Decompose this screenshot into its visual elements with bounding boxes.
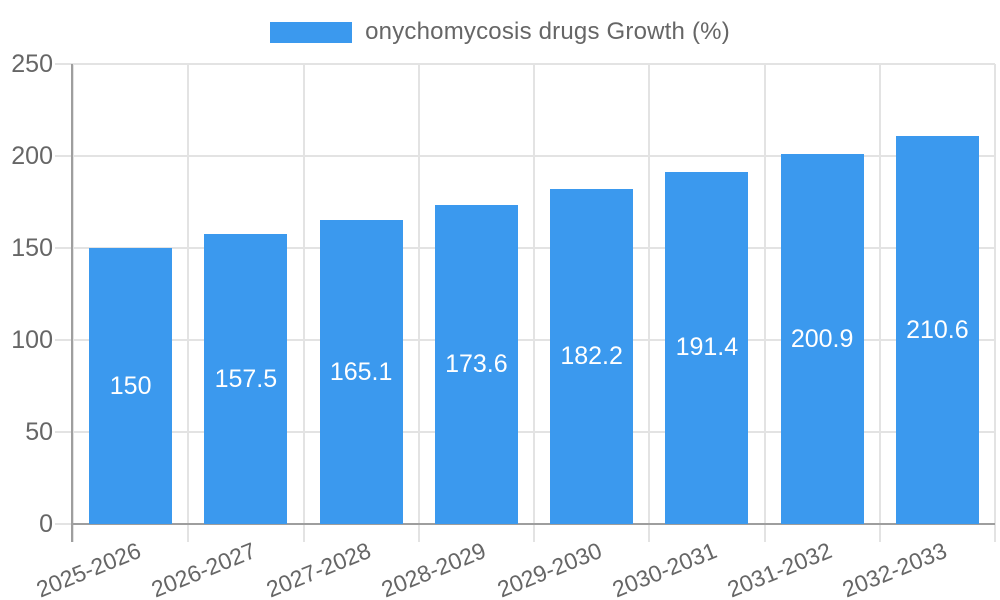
x-gridline — [302, 64, 305, 542]
bar-value-label: 165.1 — [329, 357, 393, 386]
x-gridline — [533, 64, 535, 542]
y-gridline — [55, 155, 995, 157]
x-gridline — [648, 64, 651, 542]
y-gridline — [55, 247, 995, 249]
bar-value-label: 157.5 — [214, 364, 278, 393]
bar[interactable]: 182.2 — [550, 188, 634, 524]
x-axis-tick-label: 2028-2029 — [378, 537, 490, 600]
y-axis-tick-label: 50 — [25, 418, 53, 446]
bar[interactable]: 210.6 — [895, 136, 979, 524]
legend-label: onychomycosis drugs Growth (%) — [365, 18, 730, 45]
y-axis-tick-label: 250 — [11, 50, 53, 78]
bar[interactable]: 173.6 — [434, 204, 518, 524]
y-gridline — [55, 63, 995, 65]
x-axis-tick-label: 2032-2033 — [839, 537, 951, 600]
bar-value-label: 173.6 — [445, 349, 508, 378]
x-axis-tick-label: 2029-2030 — [493, 537, 605, 600]
bar[interactable]: 191.4 — [665, 171, 749, 524]
bar[interactable]: 157.5 — [204, 234, 288, 524]
x-axis-tick-label: 2030-2031 — [608, 537, 721, 600]
legend: onychomycosis drugs Growth (%) — [0, 18, 1000, 46]
y-gridline — [55, 339, 995, 341]
legend-swatch-icon — [270, 21, 353, 43]
bar-value-label: 182.2 — [560, 341, 623, 370]
y-axis-tick-label: 0 — [39, 510, 53, 538]
y-axis-tick-label: 100 — [11, 326, 53, 354]
x-gridline — [994, 64, 996, 542]
bar-value-label: 150 — [109, 371, 152, 400]
x-gridline — [878, 64, 881, 542]
x-axis-line — [71, 523, 995, 525]
x-axis-tick-label: 2026-2027 — [147, 537, 260, 600]
x-gridline — [187, 64, 190, 542]
bar-value-label: 191.4 — [675, 333, 739, 362]
legend-item[interactable]: onychomycosis drugs Growth (%) — [270, 18, 730, 46]
x-gridline — [763, 64, 766, 542]
x-gridline — [72, 64, 74, 542]
bar[interactable]: 200.9 — [780, 154, 864, 524]
x-axis-tick-label: 2027-2028 — [262, 537, 375, 600]
bar-value-label: 210.6 — [906, 315, 969, 344]
bar[interactable]: 165.1 — [319, 220, 403, 524]
y-axis-tick-label: 150 — [11, 234, 53, 262]
x-axis-tick-label: 2031-2032 — [723, 537, 836, 600]
x-gridline — [417, 64, 420, 542]
bar-value-label: 200.9 — [790, 324, 854, 353]
y-axis-tick-label: 200 — [11, 142, 53, 170]
bar[interactable]: 150 — [89, 248, 173, 524]
x-axis-tick-label: 2025-2026 — [32, 537, 144, 600]
y-axis-line — [71, 64, 73, 542]
y-gridline — [55, 431, 995, 433]
